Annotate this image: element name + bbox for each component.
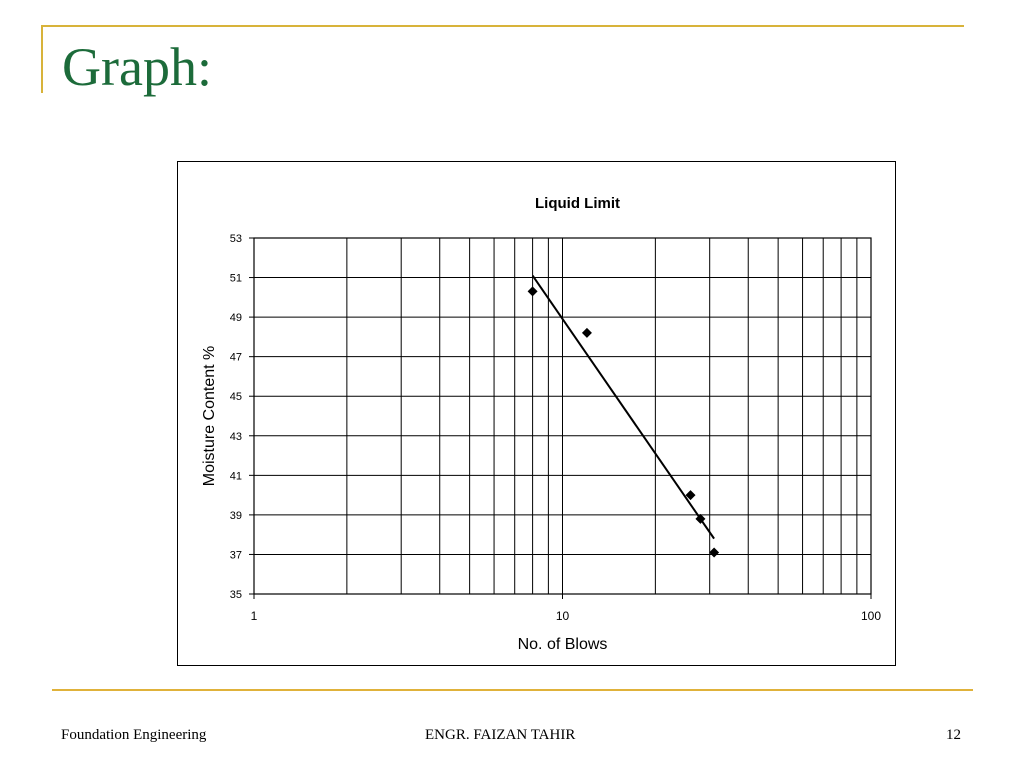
footer-page-number: 12 xyxy=(946,727,961,743)
y-tick-label: 35 xyxy=(230,589,242,601)
y-axis-label: Moisture Content % xyxy=(201,346,218,487)
data-point xyxy=(581,327,592,338)
chart-frame: 35 37 39 41 43 45 47 49 51 53 1 10 100 Liquid Limit No… xyxy=(177,161,896,666)
footer-course: Foundation Engineering xyxy=(61,727,207,743)
data-point xyxy=(685,490,696,501)
y-tick-label: 43 xyxy=(230,431,242,443)
accent-top-line xyxy=(41,25,964,27)
accent-bottom-line xyxy=(52,689,973,691)
footer-author: ENGR. FAIZAN TAHIR xyxy=(425,727,576,743)
y-tick-label: 37 xyxy=(230,549,242,561)
y-tick-label: 39 xyxy=(230,510,242,522)
y-tick-label: 51 xyxy=(230,273,242,285)
y-tick-label: 49 xyxy=(230,312,242,324)
slide-title: Graph: xyxy=(62,37,212,97)
trend-line xyxy=(531,275,715,540)
y-tick-label: 47 xyxy=(230,352,242,364)
x-axis-label: No. of Blows xyxy=(518,636,608,653)
data-point xyxy=(695,513,706,524)
data-point xyxy=(709,547,720,558)
x-tick-label: 10 xyxy=(556,609,570,623)
accent-vertical-line xyxy=(41,25,43,93)
chart-title: Liquid Limit xyxy=(535,195,620,212)
y-tick-label: 41 xyxy=(230,470,242,482)
liquid-limit-chart: 35 37 39 41 43 45 47 49 51 53 1 10 100 Liquid Limit No… xyxy=(201,195,881,653)
y-tick-label: 53 xyxy=(230,233,242,245)
data-point xyxy=(527,286,538,297)
x-tick-label: 100 xyxy=(861,609,881,623)
y-tick-label: 45 xyxy=(230,391,242,403)
x-tick-label: 1 xyxy=(251,609,258,623)
